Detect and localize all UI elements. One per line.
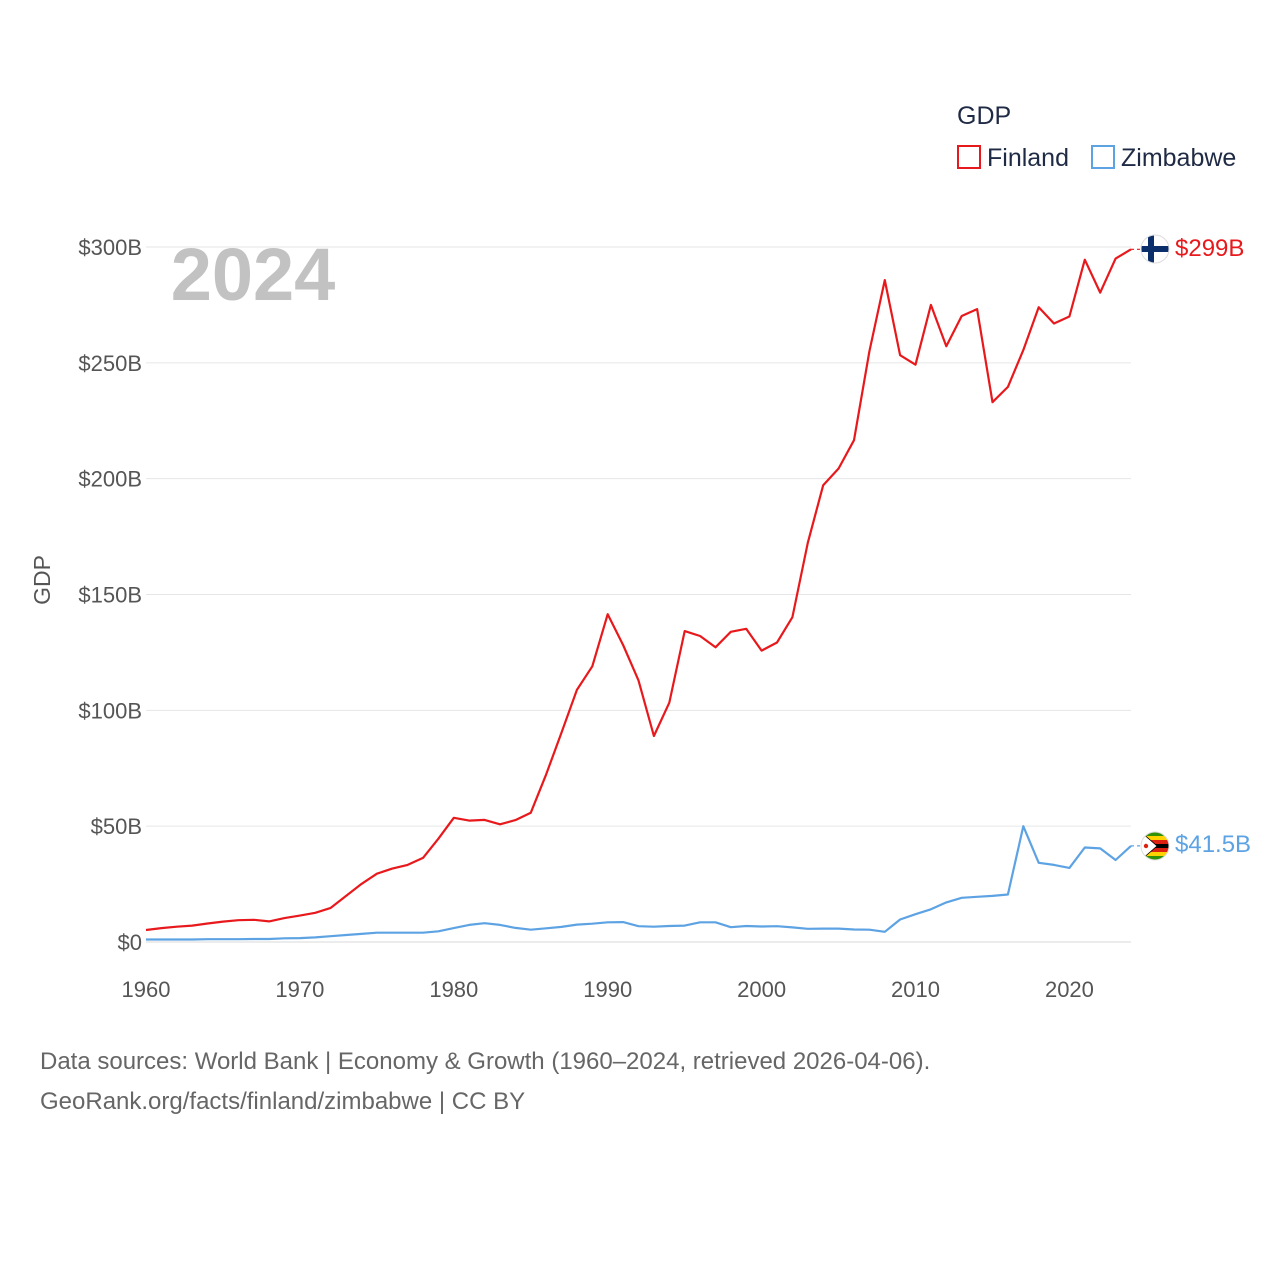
legend-label-finland[interactable]: Finland [987, 144, 1069, 172]
y-axis-ticks: $0 $50B $100B $150B $200B $250B $300B [78, 235, 142, 955]
source-link[interactable]: GeoRank.org/facts/finland/zimbabwe | CC … [40, 1088, 526, 1115]
x-axis-ticks: 1960 1970 1980 1990 2000 2010 2020 [122, 977, 1094, 1002]
series-lines [145, 248, 1141, 941]
series-line-finland[interactable] [145, 248, 1132, 932]
x-tick-label: 1980 [429, 977, 478, 1002]
x-tick-label: 1990 [583, 977, 632, 1002]
finland-end-value: $299B [1175, 235, 1244, 262]
y-tick-label: $100B [78, 698, 142, 723]
series-line-zimbabwe[interactable] [146, 825, 1132, 941]
x-tick-label: 2020 [1045, 977, 1094, 1002]
y-tick-label: $200B [78, 467, 142, 492]
footer: Data sources: World Bank | Economy & Gro… [40, 1042, 930, 1122]
gridlines [146, 246, 1131, 943]
legend: GDP Finland Zimbabwe [957, 102, 1236, 172]
legend-label-zimbabwe[interactable]: Zimbabwe [1121, 144, 1236, 172]
x-tick-label: 1970 [275, 977, 324, 1002]
year-watermark: 2024 [171, 233, 336, 316]
data-sources-note: Data sources: World Bank | Economy & Gro… [40, 1048, 931, 1075]
y-tick-label: $0 [118, 930, 142, 955]
y-tick-label: $150B [78, 583, 142, 608]
legend-title: GDP [957, 102, 1011, 130]
x-tick-label: 1960 [122, 977, 171, 1002]
finland-flag-icon [1140, 234, 1170, 264]
legend-swatch-zimbabwe[interactable] [1091, 145, 1115, 169]
y-axis-label: GDP [29, 555, 55, 605]
zimbabwe-flag-icon [1140, 831, 1170, 861]
legend-swatch-finland[interactable] [957, 145, 981, 169]
y-tick-label: $250B [78, 351, 142, 376]
y-tick-label: $300B [78, 235, 142, 260]
x-tick-label: 2000 [737, 977, 786, 1002]
y-tick-label: $50B [91, 814, 142, 839]
x-tick-label: 2010 [891, 977, 940, 1002]
zimbabwe-end-value: $41.5B [1175, 831, 1251, 858]
